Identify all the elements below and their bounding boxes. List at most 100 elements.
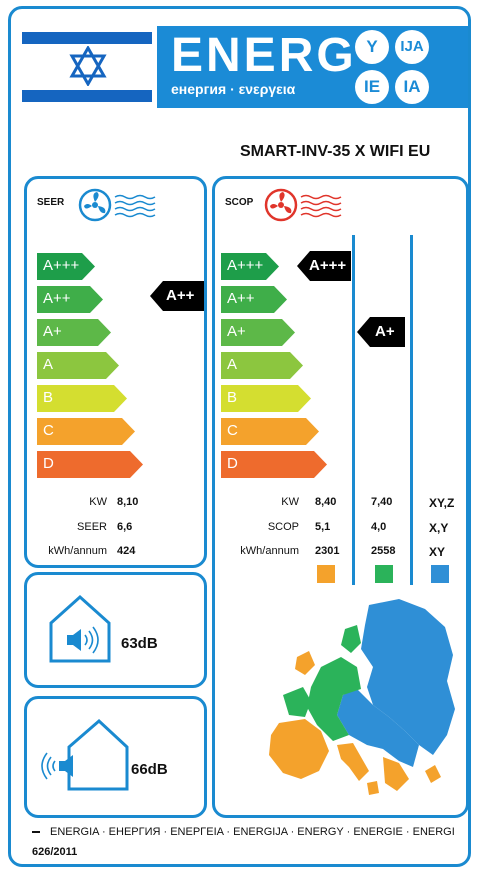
cooling-rating: A++ bbox=[166, 287, 195, 304]
cooling-row-value: 6,6 bbox=[117, 521, 133, 533]
class-label: A+ bbox=[43, 323, 62, 340]
class-arrow-aplus: A+ bbox=[37, 319, 111, 346]
class-arrow-shape bbox=[221, 418, 319, 445]
heating-value-zone3: XY bbox=[429, 545, 446, 559]
regulation-number: 626/2011 bbox=[32, 846, 78, 858]
class-arrow-shape bbox=[221, 352, 303, 379]
heating-value-zone1: 2301 bbox=[315, 545, 340, 557]
class-arrow-d: D bbox=[37, 451, 143, 478]
class-label: A++ bbox=[227, 290, 255, 307]
lang-circle-ie: IE bbox=[355, 70, 389, 104]
class-arrow-shape bbox=[221, 253, 279, 280]
heating-fan-icon bbox=[264, 188, 342, 222]
class-arrow-a3plus: A+++ bbox=[37, 253, 95, 280]
class-arrow-shape bbox=[37, 253, 95, 280]
scop-label: SCOP bbox=[225, 197, 254, 208]
israel-flag-icon bbox=[22, 26, 152, 108]
heating-row-label: SCOP bbox=[267, 521, 299, 533]
class-label: D bbox=[227, 455, 238, 472]
zone-swatch-warm bbox=[317, 565, 335, 583]
energ-subtitle: енергия · ενεργεια bbox=[171, 81, 296, 97]
class-arrow-shape bbox=[37, 385, 127, 412]
heating-value-zone3: XY,Z bbox=[429, 496, 455, 510]
lang-circle-ia: IA bbox=[395, 70, 429, 104]
indoor-speaker-house-icon bbox=[49, 594, 111, 663]
heating-value-zone2: 7,40 bbox=[371, 496, 393, 508]
cooling-panel: SEER A+++ A++ A+ A B C D A++ KW 8,10 SEE… bbox=[24, 176, 207, 568]
outdoor-noise-value: 66dB bbox=[131, 761, 168, 778]
class-arrow-shape bbox=[221, 385, 311, 412]
heating-row-label: kWh/annum bbox=[240, 545, 299, 557]
class-label: A bbox=[227, 356, 238, 373]
class-arrow-c: C bbox=[37, 418, 135, 445]
class-arrow-a: A bbox=[37, 352, 119, 379]
heating-value-zone2: 4,0 bbox=[371, 521, 387, 533]
heating-average-rating-marker: A+ bbox=[357, 317, 405, 347]
class-label: A bbox=[43, 356, 54, 373]
marker-shape bbox=[357, 317, 405, 347]
footer-languages-text: ENERGIA · ЕНЕРГИЯ · ΕΝΕΡΓΕΙΑ · ENERGIJA … bbox=[50, 826, 455, 838]
europe-climate-map bbox=[269, 599, 455, 795]
class-arrow-shape bbox=[37, 319, 111, 346]
class-label: A+++ bbox=[43, 257, 80, 274]
zone-divider bbox=[352, 235, 355, 585]
class-arrow-shape bbox=[37, 286, 103, 313]
class-label: D bbox=[43, 455, 54, 472]
class-arrow-a3plus: A+++ bbox=[221, 253, 279, 280]
class-arrow-shape bbox=[37, 418, 135, 445]
class-label: B bbox=[43, 389, 54, 406]
heating-value-zone2: 2558 bbox=[371, 545, 396, 557]
class-arrow-c: C bbox=[221, 418, 319, 445]
marker-shape bbox=[150, 281, 204, 311]
class-arrow-shape bbox=[221, 286, 287, 313]
energy-header: ENERG енергия · ενεργεια Y IJA IE IA bbox=[157, 26, 468, 108]
marker-shape bbox=[297, 251, 351, 281]
class-arrow-shape bbox=[37, 352, 119, 379]
outdoor-speaker-house-icon bbox=[41, 718, 129, 791]
heating-warm-rating-marker: A+++ bbox=[297, 251, 351, 281]
seer-label: SEER bbox=[37, 197, 65, 208]
class-arrow-b: B bbox=[221, 385, 311, 412]
class-label: B bbox=[227, 389, 238, 406]
class-arrow-b: B bbox=[37, 385, 127, 412]
heating-row-label: KW bbox=[281, 496, 299, 508]
zone-divider bbox=[410, 235, 413, 585]
class-arrow-aplus: A+ bbox=[221, 319, 295, 346]
outdoor-noise-panel: 66dB bbox=[24, 696, 207, 818]
flag-stripe-top bbox=[22, 32, 152, 44]
class-arrow-a2plus: A++ bbox=[221, 286, 287, 313]
zone-swatch-average bbox=[375, 565, 393, 583]
heating-value-zone1: 5,1 bbox=[315, 521, 331, 533]
class-arrow-shape bbox=[221, 319, 295, 346]
class-arrow-a2plus: A++ bbox=[37, 286, 103, 313]
cooling-row-label: SEER bbox=[77, 521, 107, 533]
class-label: C bbox=[43, 422, 54, 439]
energ-title: ENERG bbox=[171, 29, 357, 82]
lang-circle-ija: IJA bbox=[395, 30, 429, 64]
class-arrow-shape bbox=[37, 451, 143, 478]
cooling-rating-marker: A++ bbox=[150, 281, 204, 311]
heating-average-rating: A+ bbox=[375, 323, 395, 340]
model-name: SMART-INV-35 X WIFI EU bbox=[240, 143, 431, 160]
cooling-row-value: 8,10 bbox=[117, 496, 139, 508]
heating-warm-rating: A+++ bbox=[309, 257, 347, 274]
class-arrow-d: D bbox=[221, 451, 327, 478]
flag-stripe-bottom bbox=[22, 90, 152, 102]
footer-languages: ENERGIA · ЕНЕРГИЯ · ΕΝΕΡΓΕΙΑ · ENERGIJA … bbox=[32, 826, 455, 838]
star-of-david-icon bbox=[69, 46, 107, 86]
label-frame bbox=[8, 6, 471, 867]
cooling-row-label: kWh/annum bbox=[48, 545, 107, 557]
class-label: A++ bbox=[43, 290, 71, 307]
cooling-fan-icon bbox=[78, 188, 156, 222]
class-arrow-shape bbox=[221, 451, 327, 478]
footer-dash bbox=[32, 831, 40, 834]
zone-swatch-cold bbox=[431, 565, 449, 583]
indoor-noise-panel: 63dB bbox=[24, 572, 207, 688]
indoor-noise-value: 63dB bbox=[121, 635, 158, 652]
heating-value-zone3: X,Y bbox=[429, 521, 449, 535]
class-label: A+ bbox=[227, 323, 246, 340]
lang-circle-y: Y bbox=[355, 30, 389, 64]
heating-panel: SCOP A+++ A++ A+ A B C D A+++ A+ KW 8,40… bbox=[212, 176, 469, 818]
cooling-row-label: KW bbox=[89, 496, 107, 508]
class-label: C bbox=[227, 422, 238, 439]
